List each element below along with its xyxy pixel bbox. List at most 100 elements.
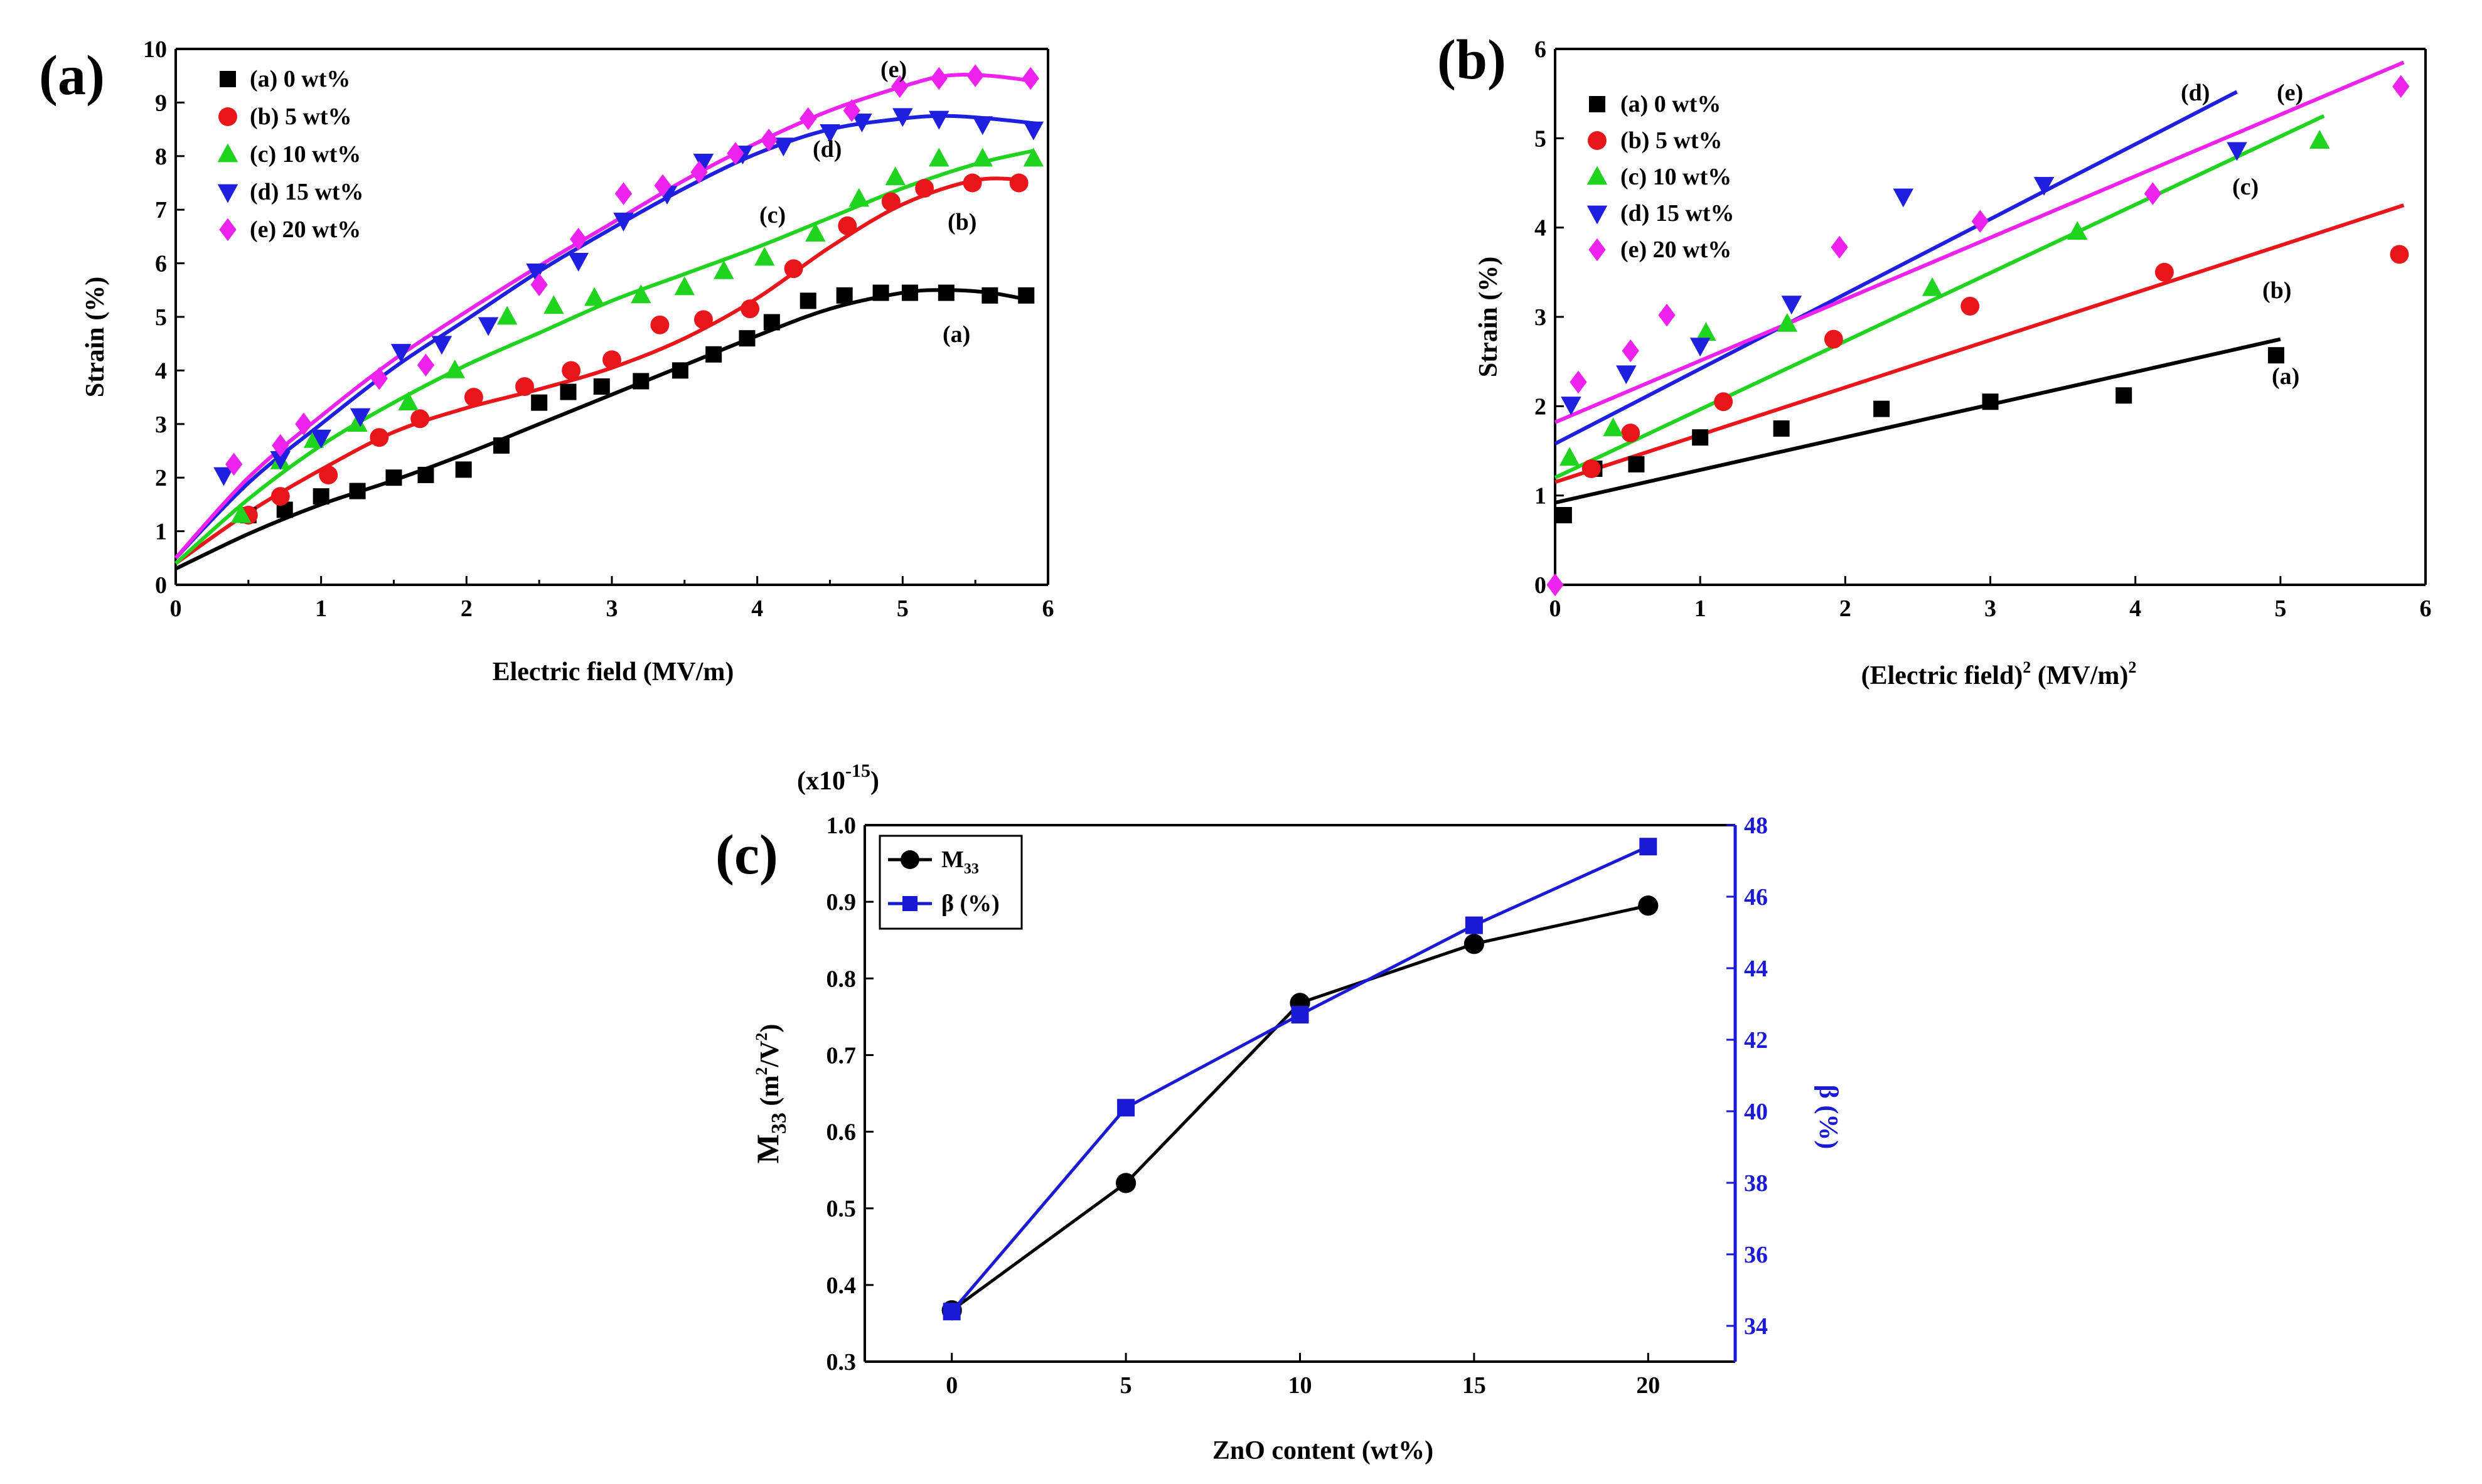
panel-a-point-a-9 xyxy=(560,383,577,400)
panel-a-fit-curve-d xyxy=(174,114,1041,560)
panel-a-curve-label-a: (a) xyxy=(943,321,970,348)
panel-a-y-tick-3: 3 xyxy=(155,412,167,438)
panel-c-legend-marker-beta xyxy=(902,896,917,911)
panel-a-point-a-13 xyxy=(705,346,722,363)
panel-b-legend-label-c: (c) 10 wt% xyxy=(1620,164,1731,190)
panel-a-point-c-4 xyxy=(398,392,419,410)
panel-a-point-b-13 xyxy=(838,216,857,235)
panel-b-point-d-4 xyxy=(1893,188,1914,208)
panel-c-data-points xyxy=(941,838,1659,1321)
panel-b-point-a-3 xyxy=(1692,429,1709,446)
panel-c-x-tick-15: 15 xyxy=(1462,1372,1486,1399)
panel-a-x-tick-0: 0 xyxy=(170,595,182,622)
panel-c-point-series-0-4 xyxy=(1638,895,1659,916)
panel-b-point-e-3 xyxy=(1658,303,1676,327)
panel-a-point-c-5 xyxy=(444,359,466,378)
panel-c-legend-label-m33-sub: 33 xyxy=(964,861,979,877)
panel-a-y-tick-4: 4 xyxy=(155,358,167,384)
panel-b-fit-lines xyxy=(1554,60,2405,504)
panel-b-point-b-3 xyxy=(1824,329,1843,349)
panel-c-axes: 0 5 10 15 20 0.3 0.4 0.5 0.6 0.7 0.8 0.9 1.0 34 36 38 40… xyxy=(826,813,1768,1399)
panel-a-curve-label-c: (c) xyxy=(759,202,786,228)
panel-a-point-e-12 xyxy=(800,107,817,131)
panel-b-curve-labels: (a) (b) (c) (d) (e) xyxy=(2181,80,2303,390)
panel-c-legend-label-beta: β (%) xyxy=(941,890,1000,917)
panel-a-legend-marker-e xyxy=(219,218,237,242)
panel-c-y2-tick-42: 42 xyxy=(1744,1027,1768,1054)
panel-a-axes: 0 1 2 3 4 5 6 0 1 2 3 4 5 6 7 8 9 10 xyxy=(143,36,1054,622)
panel-c-label: (c) xyxy=(715,824,778,886)
panel-b-fit-line-d xyxy=(1554,90,2238,446)
panel-a-y-tick-5: 5 xyxy=(155,304,167,331)
panel-c-legend-label-m33-main: M xyxy=(941,846,964,873)
panel-c-y-axis-label: M33 (m2/V2) xyxy=(750,1024,791,1164)
panel-c-line-series-0 xyxy=(951,904,1649,1312)
panel-b-y-tick-5: 5 xyxy=(1534,125,1546,152)
panel-c-legend-marker-m33 xyxy=(901,850,919,869)
panel-c-point-series-1-1 xyxy=(1117,1099,1135,1117)
panel-a-fit-curve-e xyxy=(174,73,1034,560)
panel-b-legend-label-e: (e) 20 wt% xyxy=(1620,237,1731,263)
panel-b-y-tick-0: 0 xyxy=(1534,572,1546,599)
panel-b-y-tick-3: 3 xyxy=(1534,304,1546,331)
panel-b-legend-label-a: (a) 0 wt% xyxy=(1620,91,1721,117)
panel-c-legend: M33 β (%) xyxy=(879,835,1023,930)
panel-a-point-d-3 xyxy=(350,408,371,427)
panel-b-point-c-5 xyxy=(2067,221,2088,240)
panel-a-point-a-4 xyxy=(385,469,402,486)
panel-a-legend-marker-b xyxy=(218,107,237,126)
panel-b-point-b-5 xyxy=(2154,262,2174,282)
panel-a-point-a-2 xyxy=(313,488,329,505)
panel-a-point-d-4 xyxy=(390,344,412,363)
panel-b-fit-line-c xyxy=(1554,114,2325,479)
panel-b-point-b-0 xyxy=(1581,459,1601,478)
panel-a-point-d-14 xyxy=(820,124,840,143)
panel-a-point-a-3 xyxy=(349,483,366,499)
panel-a-point-d-11 xyxy=(693,153,714,173)
panel-b-legend-marker-d xyxy=(1586,205,1608,225)
panel-b-point-b-4 xyxy=(1960,296,1980,316)
panel-a-point-c-9 xyxy=(631,284,651,304)
panel-b-x-label-exp1: 2 xyxy=(2023,658,2031,676)
panel-b-point-a-5 xyxy=(1873,400,1890,417)
panel-a-point-b-5 xyxy=(464,388,483,407)
panel-c-y-label-exp1: 2 xyxy=(752,1067,771,1076)
panel-a-point-a-17 xyxy=(836,287,853,304)
panel-c-y-label-sub: 33 xyxy=(768,1113,791,1134)
panel-a-legend-label-d: (d) 15 wt% xyxy=(250,179,364,205)
panel-b-y-tick-1: 1 xyxy=(1534,483,1546,510)
panel-a-point-b-11 xyxy=(741,299,760,319)
panel-a-legend-marker-d xyxy=(217,184,238,203)
panel-b-point-a-2 xyxy=(1628,456,1645,472)
panel-c-y2-tick-34: 34 xyxy=(1744,1313,1768,1340)
panel-c-y-label-exp2: 2 xyxy=(752,1033,771,1041)
panel-b-curve-label-c: (c) xyxy=(2232,174,2259,200)
panel-a-point-a-10 xyxy=(593,378,610,395)
panel-b-point-a-4 xyxy=(1773,420,1790,437)
panel-a-point-e-1 xyxy=(272,434,289,457)
panel-b-point-a-6 xyxy=(1982,393,1999,410)
panel-a-point-d-2 xyxy=(311,429,331,449)
panel-b-point-d-6 xyxy=(2227,142,2247,161)
panel-a-point-b-4 xyxy=(410,409,430,429)
panel-c-point-series-0-1 xyxy=(1116,1173,1137,1193)
panel-a-point-b-16 xyxy=(963,173,982,193)
panel-b-point-c-4 xyxy=(1922,277,1943,296)
panel-b-point-b-2 xyxy=(1714,392,1733,412)
panel-a-point-d-13 xyxy=(773,137,794,157)
panel-a-point-c-6 xyxy=(496,306,518,325)
panel-a-x-tick-3: 3 xyxy=(606,595,618,622)
panel-b-point-a-8 xyxy=(2267,347,2284,364)
panel-b-point-a-0 xyxy=(1555,506,1572,523)
panel-c-y-tick-0-3: 0.3 xyxy=(826,1349,857,1375)
panel-a-x-tick-5: 5 xyxy=(897,595,909,622)
panel-a-point-b-17 xyxy=(1009,173,1029,193)
panel-c-point-series-1-3 xyxy=(1465,916,1483,934)
panel-b-legend-marker-c xyxy=(1586,166,1608,185)
panel-a-y-tick-7: 7 xyxy=(155,197,167,223)
panel-b-point-e-2 xyxy=(1622,339,1639,363)
panel-a-legend-marker-c xyxy=(217,143,238,163)
panel-a-fit-curve-c xyxy=(174,149,1034,565)
panel-c-legend-box xyxy=(879,835,1023,930)
panel-a-point-e-7 xyxy=(614,182,633,205)
